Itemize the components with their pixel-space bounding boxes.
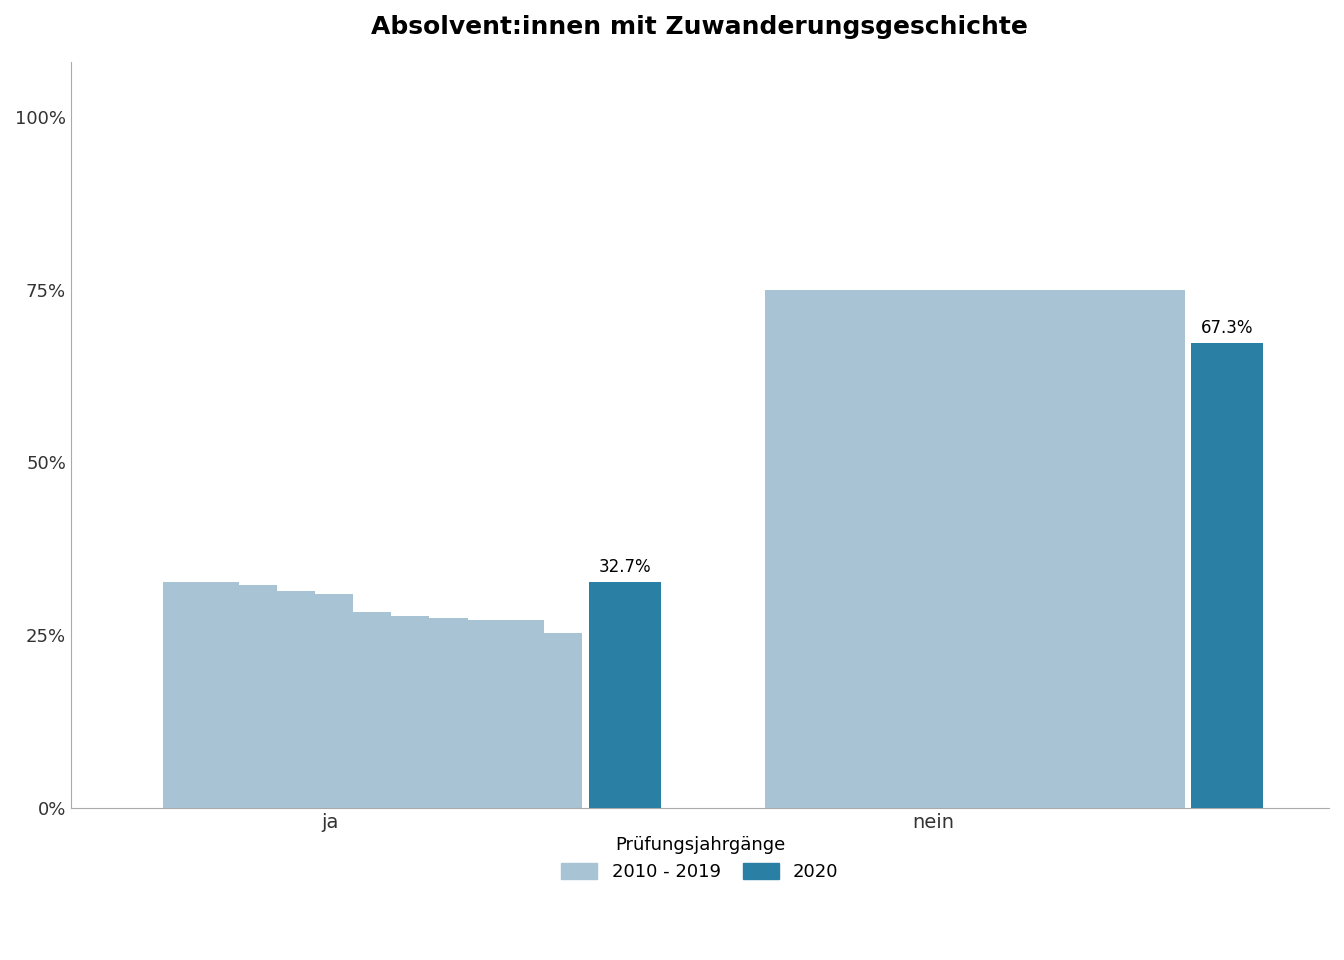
Bar [163,623,505,807]
Bar [766,338,880,807]
Bar [163,620,544,807]
Bar [163,590,314,807]
Bar [766,307,1070,807]
Legend: 2010 - 2019, 2020: 2010 - 2019, 2020 [554,828,845,888]
Bar [163,612,391,807]
Bar [163,615,430,807]
Bar [766,305,1146,807]
Bar [766,312,995,807]
Bar [766,343,841,807]
Bar [163,585,277,807]
Bar [766,332,918,807]
Bar [163,593,353,807]
Bar [1191,343,1263,807]
Bar [163,633,582,807]
Bar [163,618,468,807]
Text: 32.7%: 32.7% [598,559,650,576]
Bar [766,290,1185,807]
Text: 67.3%: 67.3% [1202,320,1254,337]
Bar [589,582,661,807]
Bar [163,582,239,807]
Bar [766,309,1032,807]
Bar [766,301,1109,807]
Title: Absolvent:innen mit Zuwanderungsgeschichte: Absolvent:innen mit Zuwanderungsgeschich… [371,15,1028,39]
Bar [766,327,956,807]
